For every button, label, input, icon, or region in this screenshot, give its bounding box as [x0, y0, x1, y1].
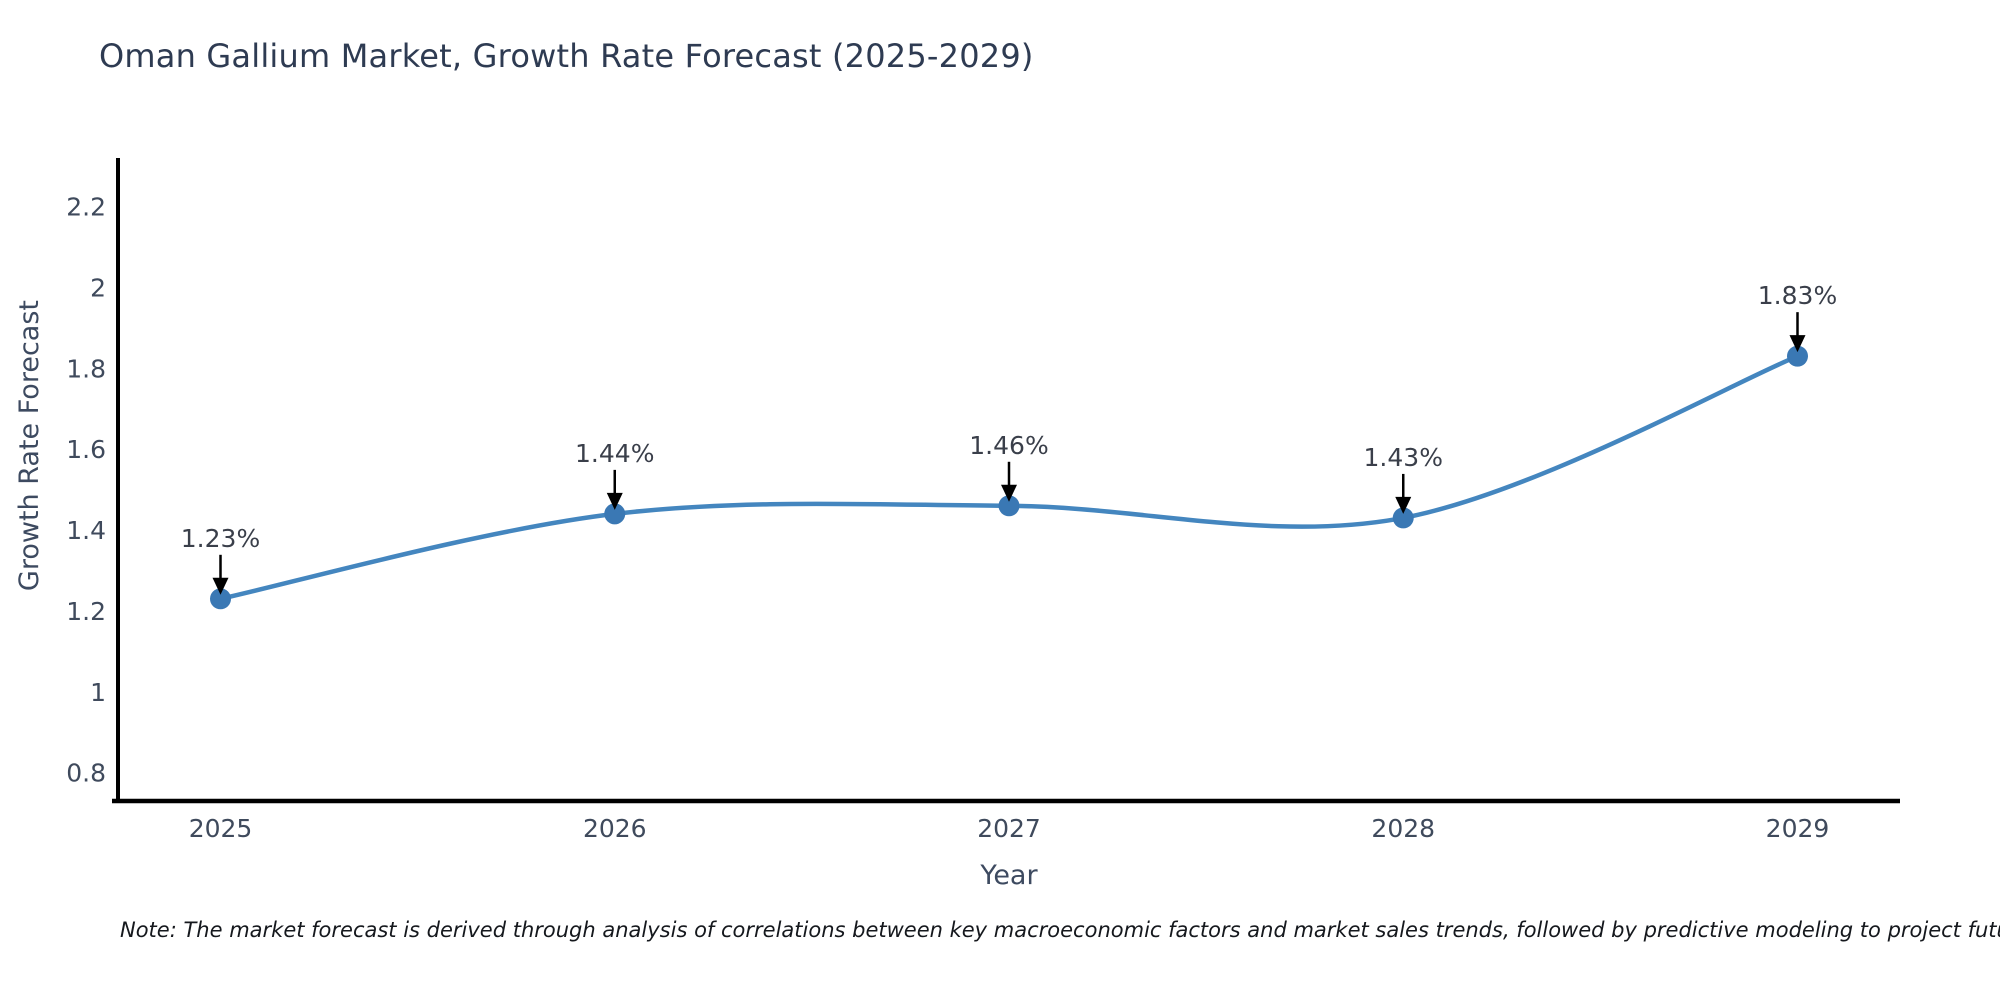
footnote: Note: The market forecast is derived thr…: [120, 918, 2000, 942]
x-tick-label: 2029: [1766, 814, 1830, 843]
x-axis-title: Year: [980, 860, 1038, 891]
annotation-arrowhead: [212, 577, 229, 595]
data-point-marker: [1392, 507, 1414, 529]
data-point-label: 1.46%: [969, 431, 1048, 460]
y-tick-label: 2.2: [66, 193, 106, 222]
data-point-label: 1.83%: [1758, 281, 1837, 310]
data-point-label: 1.44%: [575, 439, 654, 468]
data-point-marker: [604, 503, 626, 525]
y-tick-label: 1.4: [66, 516, 106, 545]
x-tick-label: 2027: [977, 814, 1041, 843]
x-tick-label: 2025: [189, 814, 253, 843]
y-tick-label: 1.6: [66, 435, 106, 464]
y-tick-label: 0.8: [66, 759, 106, 788]
x-tick-label: 2026: [583, 814, 647, 843]
x-tick-label: 2028: [1371, 814, 1435, 843]
annotation-arrowhead: [1001, 484, 1017, 502]
chart-title: Oman Gallium Market, Growth Rate Forecas…: [99, 37, 1034, 75]
y-tick-label: 1: [90, 678, 106, 707]
annotation-arrowhead: [1395, 496, 1412, 514]
y-tick-label: 2: [90, 273, 106, 302]
data-point-label: 1.43%: [1364, 443, 1443, 472]
annotation-arrowhead: [606, 492, 623, 510]
data-point-label: 1.23%: [181, 524, 260, 553]
annotation-arrowhead: [1789, 335, 1806, 353]
data-point-marker: [1786, 345, 1808, 367]
data-point-marker: [998, 495, 1020, 517]
y-tick-label: 1.8: [66, 354, 106, 383]
y-tick-label: 1.2: [66, 597, 106, 626]
data-point-marker: [210, 588, 232, 610]
